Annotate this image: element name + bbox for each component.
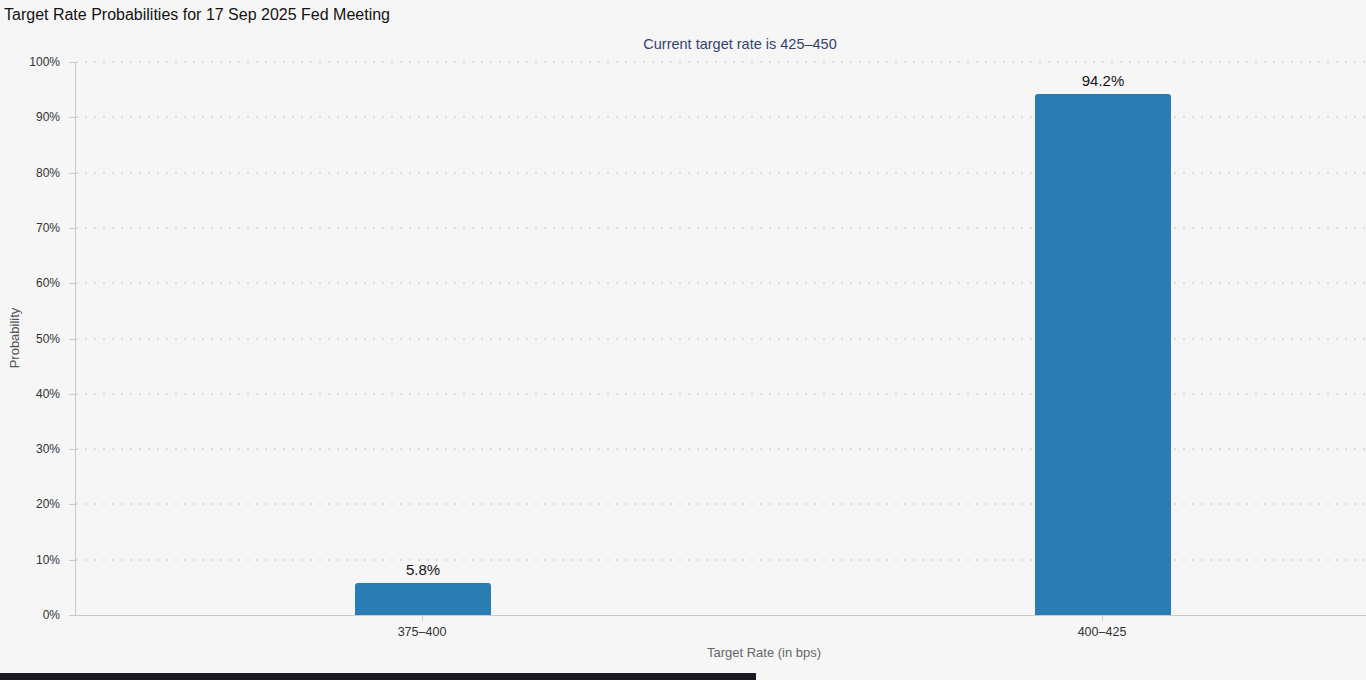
gridline-50pct [76, 338, 1366, 340]
y-axis-tick-label: 40% [0, 387, 60, 401]
chart-subtitle: Current target rate is 425–450 [643, 36, 836, 52]
y-axis-tick-label: 20% [0, 497, 60, 511]
gridline-80pct [76, 172, 1366, 174]
y-axis-labels: 0% 10% 20% 30% 40% 50% 60% 70% 80% 90% 100% [0, 0, 68, 680]
y-axis-tick-label: 80% [0, 166, 60, 180]
fedwatch-probability-chart: Target Rate Probabilities for 17 Sep 202… [0, 0, 1366, 680]
y-axis-tick [69, 228, 75, 229]
gridline-10pct [76, 559, 1366, 561]
y-axis-tick [69, 173, 75, 174]
y-axis-tick-label: 100% [0, 55, 60, 69]
horizontal-scrollbar-thumb[interactable] [0, 673, 756, 680]
x-axis-tick [1102, 616, 1103, 621]
y-axis-tick-label: 30% [0, 442, 60, 456]
gridline-60pct [76, 282, 1366, 284]
y-axis-tick [69, 615, 75, 616]
y-axis-tick-label: 90% [0, 110, 60, 124]
bar-375-400[interactable] [355, 583, 491, 615]
plot-area: 5.8% 94.2% [75, 62, 1366, 616]
y-axis-tick [69, 560, 75, 561]
gridline-30pct [76, 448, 1366, 450]
bar-value-label: 94.2% [1035, 73, 1171, 89]
x-axis-tick [422, 616, 423, 621]
bar-value-label: 5.8% [355, 562, 491, 578]
gridline-40pct [76, 393, 1366, 395]
y-axis-tick [69, 117, 75, 118]
x-axis-title: Target Rate (in bps) [707, 645, 821, 660]
bar-400-425[interactable] [1035, 94, 1171, 615]
y-axis-tick [69, 283, 75, 284]
gridline-100pct [76, 61, 1366, 63]
y-axis-tick-label: 0% [0, 608, 60, 622]
y-axis-tick [69, 339, 75, 340]
y-axis-tick [69, 394, 75, 395]
x-axis-category-label: 375–400 [398, 624, 447, 640]
gridline-20pct [76, 503, 1366, 505]
y-axis-tick-label: 70% [0, 221, 60, 235]
gridline-90pct [76, 116, 1366, 118]
y-axis-tick-label: 50% [0, 332, 60, 346]
y-axis-tick [69, 62, 75, 63]
x-axis-category-label: 400–425 [1078, 624, 1127, 640]
y-axis-tick [69, 504, 75, 505]
gridline-70pct [76, 227, 1366, 229]
y-axis-tick-label: 10% [0, 553, 60, 567]
y-axis-tick-label: 60% [0, 276, 60, 290]
y-axis-tick [69, 449, 75, 450]
